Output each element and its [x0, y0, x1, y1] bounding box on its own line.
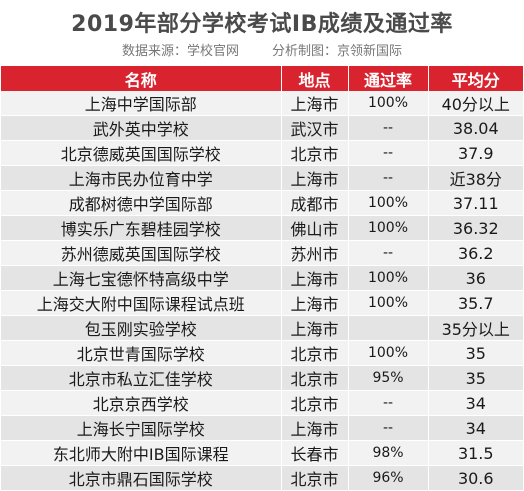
- table-row: 包玉刚实验学校 上海市 35分以上: [1, 315, 523, 341]
- pass-rate-cell: 96%: [348, 465, 429, 491]
- location-cell: 苏州市: [281, 240, 349, 266]
- pass-rate-cell: --: [348, 140, 429, 166]
- average-score-cell: 37.11: [428, 190, 523, 216]
- header-location: 地点: [281, 66, 349, 91]
- location-cell: 上海市: [281, 415, 349, 441]
- location-cell: 上海市: [281, 315, 349, 341]
- average-score-cell: 37.9: [428, 140, 523, 166]
- table-row: 北京世青国际学校 北京市 100% 35: [1, 340, 523, 366]
- school-name-cell: 包玉刚实验学校: [1, 315, 282, 341]
- average-score-cell: 31.5: [428, 440, 523, 466]
- chart-title: 2019年部分学校考试IB成绩及通过率: [71, 12, 453, 37]
- table-row: 北京市鼎石国际学校 北京市 96% 30.6: [1, 465, 523, 491]
- table-row: 成都树德中学国际部 成都市 100% 37.11: [1, 190, 523, 216]
- pass-rate-cell: --: [348, 240, 429, 266]
- average-score-cell: 35分以上: [428, 315, 523, 341]
- source-label: 数据来源：学校官网: [121, 44, 239, 59]
- pass-rate-cell: 100%: [348, 290, 429, 316]
- school-name-cell: 上海市民办位育中学: [1, 165, 282, 191]
- school-name-cell: 武外英中学校: [1, 115, 282, 141]
- table-row: 上海长宁国际学校 上海市 -- 34: [1, 415, 523, 441]
- pass-rate-cell: --: [348, 165, 429, 191]
- pass-rate-cell: 100%: [348, 265, 429, 291]
- table-row: 武外英中学校 武汉市 -- 38.04: [1, 115, 523, 141]
- location-cell: 长春市: [281, 440, 349, 466]
- table-row: 北京市私立汇佳学校 北京市 95% 35: [1, 365, 523, 391]
- pass-rate-cell: 100%: [348, 215, 429, 241]
- source-line: 数据来源：学校官网 分析制图：京领新国际: [0, 40, 524, 59]
- location-cell: 武汉市: [281, 115, 349, 141]
- table-row: 北京京西学校 北京市 -- 34: [1, 390, 523, 416]
- school-name-cell: 北京京西学校: [1, 390, 282, 416]
- location-cell: 成都市: [281, 190, 349, 216]
- ib-results-table: 名称 地点 通过率 平均分 上海中学国际部 上海市 100% 40分以上 武外英中学校武…: [1, 66, 523, 491]
- school-name-cell: 北京世青国际学校: [1, 340, 282, 366]
- school-name-cell: 上海中学国际部: [1, 91, 282, 116]
- pass-rate-cell: 100%: [348, 340, 429, 366]
- school-name-cell: 博实乐广东碧桂园学校: [1, 215, 282, 241]
- table-row: 上海七宝德怀特高级中学 上海市 100% 36: [1, 265, 523, 291]
- average-score-cell: 36.32: [428, 215, 523, 241]
- pass-rate-cell: 100%: [348, 91, 429, 116]
- average-score-cell: 36.2: [428, 240, 523, 266]
- pass-rate-cell: --: [348, 390, 429, 416]
- location-cell: 上海市: [281, 165, 349, 191]
- average-score-cell: 40分以上: [428, 91, 523, 116]
- school-name-cell: 北京市私立汇佳学校: [1, 365, 282, 391]
- average-score-cell: 34: [428, 415, 523, 441]
- school-name-cell: 北京市鼎石国际学校: [1, 465, 282, 491]
- pass-rate-cell: --: [348, 115, 429, 141]
- school-name-cell: 上海七宝德怀特高级中学: [1, 265, 282, 291]
- location-cell: 北京市: [281, 140, 349, 166]
- table-body: 上海中学国际部 上海市 100% 40分以上 武外英中学校 武汉市 -- 38.04 北京德威英…: [1, 91, 523, 491]
- average-score-cell: 36: [428, 265, 523, 291]
- pass-rate-cell: 98%: [348, 440, 429, 466]
- header-name: 名称: [1, 66, 282, 91]
- header-row: 名称 地点 通过率 平均分: [1, 66, 523, 91]
- table-row: 博实乐广东碧桂园学校 佛山市 100% 36.32: [1, 215, 523, 241]
- location-cell: 北京市: [281, 390, 349, 416]
- school-name-cell: 北京德威英国国际学校: [1, 140, 282, 166]
- pass-rate-cell: 95%: [348, 365, 429, 391]
- pass-rate-cell: --: [348, 415, 429, 441]
- location-cell: 上海市: [281, 91, 349, 116]
- school-name-cell: 上海交大附中国际课程试点班: [1, 290, 282, 316]
- pass-rate-cell: [348, 315, 429, 341]
- location-cell: 上海市: [281, 290, 349, 316]
- pass-rate-cell: 100%: [348, 190, 429, 216]
- table-row: 上海市民办位育中学 上海市 -- 近38分: [1, 165, 523, 191]
- location-cell: 北京市: [281, 465, 349, 491]
- school-name-cell: 东北师大附中IB国际课程: [1, 440, 282, 466]
- average-score-cell: 38.04: [428, 115, 523, 141]
- table-row: 上海交大附中国际课程试点班 上海市 100% 35.7: [1, 290, 523, 316]
- location-cell: 北京市: [281, 365, 349, 391]
- location-cell: 上海市: [281, 265, 349, 291]
- average-score-cell: 34: [428, 390, 523, 416]
- table-row: 北京德威英国国际学校 北京市 -- 37.9: [1, 140, 523, 166]
- header-average-score: 平均分: [428, 66, 523, 91]
- header-pass-rate: 通过率: [348, 66, 429, 91]
- location-cell: 北京市: [281, 340, 349, 366]
- average-score-cell: 35: [428, 365, 523, 391]
- school-name-cell: 苏州德威英国国际学校: [1, 240, 282, 266]
- average-score-cell: 35.7: [428, 290, 523, 316]
- average-score-cell: 近38分: [428, 165, 523, 191]
- location-cell: 佛山市: [281, 215, 349, 241]
- school-name-cell: 上海长宁国际学校: [1, 415, 282, 441]
- average-score-cell: 30.6: [428, 465, 523, 491]
- school-name-cell: 成都树德中学国际部: [1, 190, 282, 216]
- credit-label: 分析制图：京领新国际: [272, 44, 403, 59]
- average-score-cell: 35: [428, 340, 523, 366]
- table-row: 苏州德威英国国际学校 苏州市 -- 36.2: [1, 240, 523, 266]
- table-row: 东北师大附中IB国际课程 长春市 98% 31.5: [1, 440, 523, 466]
- table-row: 上海中学国际部 上海市 100% 40分以上: [1, 91, 523, 116]
